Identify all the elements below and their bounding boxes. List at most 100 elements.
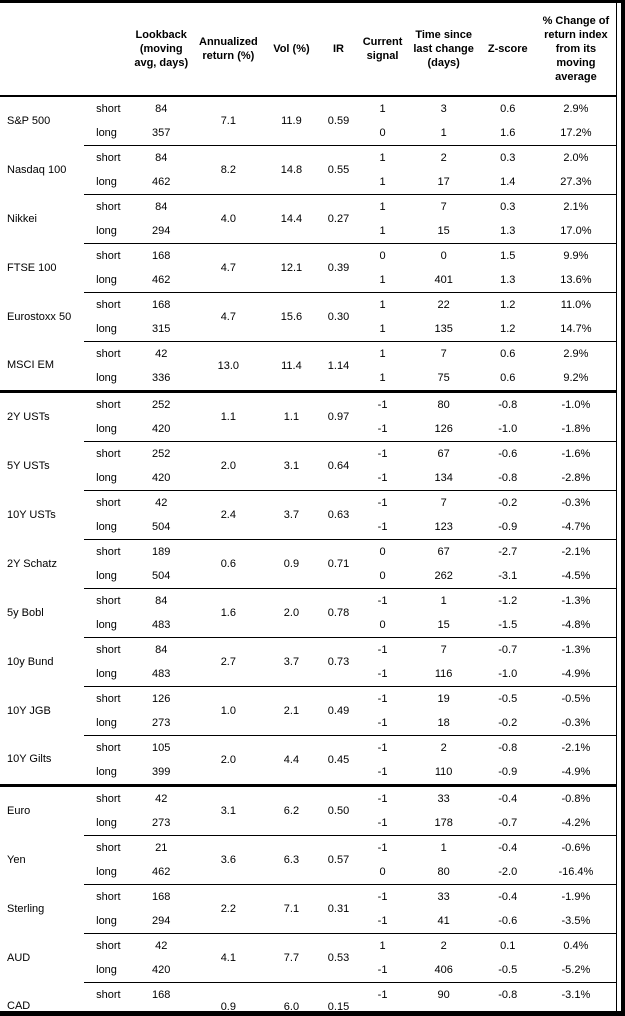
horizon-label: long bbox=[84, 219, 131, 244]
return-change-value: -0.3% bbox=[534, 711, 617, 736]
return-change-value: -4.8% bbox=[534, 613, 617, 638]
zscore-value: 1.2 bbox=[480, 317, 535, 342]
annualized-return-value: 2.7 bbox=[192, 637, 265, 687]
asset-name: 5Y USTs bbox=[7, 459, 50, 472]
current-signal-value: -1 bbox=[377, 594, 388, 607]
current-signal-value: -1 bbox=[358, 958, 407, 983]
time-since-change-value: 80 bbox=[406, 860, 481, 885]
lookback-value: 168 bbox=[152, 890, 171, 903]
time-since-change-value: 33 bbox=[406, 784, 481, 811]
time-since-change-value: 110 bbox=[406, 760, 481, 786]
lookback-value: 84 bbox=[155, 151, 168, 164]
asset-row-long: long 483 0 15 -1.5 -4.8% bbox=[0, 613, 617, 638]
horizon-label: long bbox=[84, 515, 131, 540]
lookback-value: 504 bbox=[130, 1007, 192, 1011]
horizon-label: long bbox=[84, 317, 131, 342]
lookback-value: 84 bbox=[155, 643, 168, 656]
horizon-label: short bbox=[96, 447, 121, 460]
asset-name: S&P 500 bbox=[7, 114, 51, 127]
return-change-value: -2.1% bbox=[561, 545, 591, 558]
lookback-value: 315 bbox=[130, 317, 193, 342]
annualized-return-value: 2.4 bbox=[192, 490, 265, 540]
annualized-return-value: 4.1 bbox=[192, 933, 265, 983]
return-change-value: 2.9% bbox=[563, 102, 589, 115]
asset-row-long: long 462 1 401 1.3 13.6% bbox=[0, 268, 617, 293]
momentum-signal-table: Lookback (moving avg, days) Annualized r… bbox=[0, 3, 617, 1013]
horizon-label: short bbox=[96, 988, 121, 1001]
return-change-value: -4.7% bbox=[534, 515, 617, 540]
current-signal-value: -1 bbox=[377, 496, 388, 509]
return-change-value: -1.9% bbox=[561, 890, 591, 903]
horizon-label: short bbox=[84, 390, 131, 417]
current-signal-value: 1 bbox=[358, 170, 407, 195]
time-since-change-value: 7 bbox=[440, 200, 447, 213]
horizon-label: long bbox=[84, 268, 131, 293]
time-since-change-value: 19 bbox=[437, 692, 450, 705]
asset-row-short: Eurostoxx 50 short 168 4.7 15.6 0.30 1 22 1.2 11.… bbox=[0, 292, 617, 342]
asset-row-long: long 315 1 135 1.2 14.7% bbox=[0, 317, 617, 342]
annualized-return-value: 2.0 bbox=[192, 735, 265, 786]
annualized-return-value: 1.6 bbox=[192, 588, 265, 638]
zscore-value: -0.4 bbox=[498, 841, 518, 854]
current-signal-value: 0 bbox=[358, 613, 407, 638]
asset-row-long: long 357 0 1 1.6 17.2% bbox=[0, 121, 617, 146]
return-change-value: -16.4% bbox=[534, 860, 617, 885]
lookback-value: 462 bbox=[130, 170, 193, 195]
horizon-label: long bbox=[84, 417, 131, 442]
zscore-value: -0.5 bbox=[480, 958, 535, 983]
annualized-return-value: 0.6 bbox=[192, 539, 265, 589]
col-header-asset bbox=[0, 3, 85, 97]
current-signal-value: 1 bbox=[358, 268, 407, 293]
lookback-value: 420 bbox=[130, 466, 193, 491]
vol-value: 14.4 bbox=[264, 194, 319, 244]
ir-value: 1.14 bbox=[318, 341, 359, 392]
zscore-value: -0.7 bbox=[498, 643, 518, 656]
vol-value: 3.7 bbox=[264, 637, 319, 687]
current-signal-value: -1 bbox=[377, 841, 388, 854]
horizon-label: short bbox=[96, 298, 121, 311]
zscore-value: 1.5 bbox=[500, 249, 516, 262]
vol-value: 6.3 bbox=[264, 835, 319, 885]
time-since-change-value: 1 bbox=[406, 121, 481, 146]
horizon-label: short bbox=[96, 200, 121, 213]
current-signal-value: -1 bbox=[358, 784, 407, 811]
lookback-value: 21 bbox=[155, 841, 168, 854]
lookback-value: 42 bbox=[155, 347, 168, 360]
zscore-value: -0.6 bbox=[498, 447, 518, 460]
asset-name: 2Y Schatz bbox=[7, 557, 57, 570]
return-change-value: -3.5% bbox=[534, 909, 617, 934]
vol-value: 11.4 bbox=[264, 341, 319, 392]
annualized-return-value: 13.0 bbox=[192, 341, 265, 392]
zscore-value: 0.6 bbox=[500, 102, 516, 115]
col-header-zscore: Z-score bbox=[480, 3, 535, 97]
current-signal-value: -1 bbox=[358, 466, 407, 491]
lookback-value: 252 bbox=[130, 390, 193, 417]
lookback-value: 483 bbox=[130, 613, 193, 638]
annualized-return-value: 1.0 bbox=[192, 686, 265, 736]
vol-value: 14.8 bbox=[264, 145, 319, 195]
return-change-value: 17.0% bbox=[534, 219, 617, 244]
return-change-value: -4.9% bbox=[534, 662, 617, 687]
horizon-label: short bbox=[84, 784, 131, 811]
horizon-label: long bbox=[84, 1007, 130, 1011]
return-change-value: 27.3% bbox=[534, 170, 617, 195]
vol-value: 6.0 bbox=[283, 1000, 300, 1013]
horizon-label: long bbox=[84, 170, 131, 195]
horizon-label: short bbox=[96, 545, 121, 558]
ir-value: 0.59 bbox=[318, 96, 359, 146]
ir-value: 0.57 bbox=[318, 835, 359, 885]
current-signal-value: 1 bbox=[379, 347, 386, 360]
lookback-value: 84 bbox=[155, 594, 168, 607]
time-since-change-value: 126 bbox=[406, 417, 481, 442]
return-change-value: -1.6% bbox=[561, 447, 591, 460]
return-change-value: 2.9% bbox=[563, 347, 589, 360]
time-since-change-value: 7 bbox=[440, 496, 447, 509]
return-change-value: -0.5% bbox=[561, 692, 591, 705]
zscore-value: 0.6 bbox=[500, 347, 516, 360]
zscore-value: -1.0 bbox=[480, 417, 535, 442]
lookback-value: 84 bbox=[155, 200, 168, 213]
asset-name: Nasdaq 100 bbox=[7, 163, 67, 176]
ir-value: 0.15 bbox=[327, 1000, 350, 1013]
vol-value: 2.1 bbox=[264, 686, 319, 736]
asset-row-short: 10Y Gilts short 105 2.0 4.4 0.45 -1 2 -0.8 -2.1% bbox=[0, 735, 617, 786]
